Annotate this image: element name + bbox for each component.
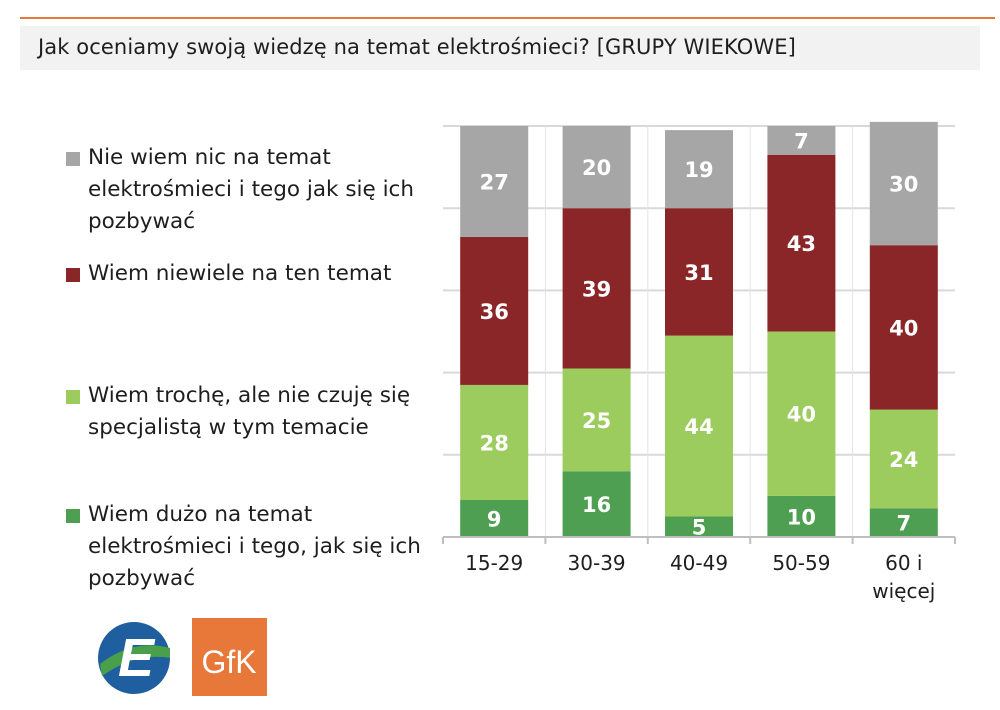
bar-segment [460, 384, 529, 501]
top-accent-rule [20, 17, 995, 19]
data-label: 9 [487, 508, 502, 532]
legend-label: Wiem dużo na temat elektrośmieci i tego,… [88, 502, 421, 591]
bar-segment [869, 121, 938, 246]
data-label: 40 [889, 316, 918, 340]
x-tick-label: 50-59 [772, 551, 830, 575]
bar-segment [460, 236, 529, 385]
data-label: 40 [787, 403, 816, 427]
e-logo-icon: E [98, 622, 170, 694]
bar-segment [767, 495, 836, 537]
bar-segment [562, 471, 631, 537]
x-tick-label: 60 i [885, 551, 922, 575]
bar-segment [665, 130, 733, 209]
data-label: 39 [582, 277, 611, 301]
data-label: 20 [582, 156, 611, 180]
data-label: 16 [582, 493, 611, 517]
title-band: Jak oceniamy swoją wiedzę na temat elekt… [20, 26, 980, 70]
data-label: 44 [684, 415, 713, 439]
data-label: 24 [889, 448, 918, 472]
legend-label: Nie wiem nic na temat elektrośmieci i te… [88, 145, 414, 234]
bar-segment [767, 154, 836, 332]
bar-segment [869, 508, 938, 537]
data-label: 10 [787, 505, 816, 529]
legend-swatch [66, 509, 80, 523]
bar-segment [869, 409, 938, 509]
bar-segment [665, 208, 733, 336]
bar-segment [562, 126, 631, 209]
x-tick-label: 40-49 [670, 551, 728, 575]
x-tick-label: więcej [872, 579, 935, 603]
legend-swatch [66, 268, 80, 282]
bar-segment [869, 245, 938, 410]
data-label: 7 [794, 129, 809, 153]
data-label: 28 [480, 431, 509, 455]
legend-swatch [66, 390, 80, 404]
data-label: 27 [480, 170, 509, 194]
legend-swatch [66, 152, 80, 166]
bar-segment [460, 500, 529, 537]
data-label: 19 [684, 158, 713, 182]
data-label: 43 [787, 232, 816, 256]
gfk-logo-text: GfK [201, 644, 256, 680]
gfk-logo-icon: GfK [201, 644, 256, 680]
data-label: 7 [896, 512, 911, 536]
legend-label: Wiem trochę, ale nie czuję się specjalis… [88, 383, 411, 440]
data-label: 36 [480, 300, 509, 324]
data-label: 31 [684, 261, 713, 285]
legend-label: Wiem niewiele na ten temat [88, 261, 392, 286]
bar-segment [767, 331, 836, 496]
x-tick-label: 15-29 [465, 551, 523, 575]
bar-segment [767, 126, 836, 155]
bar-segment [665, 516, 733, 537]
data-label: 30 [889, 173, 918, 197]
bar-segment [562, 368, 631, 472]
data-label: 5 [692, 516, 707, 540]
chart-title: Jak oceniamy swoją wiedzę na temat elekt… [38, 35, 796, 59]
bar-segment [460, 126, 529, 237]
gfk-logo: GfK [192, 618, 267, 696]
bar-segment [665, 335, 733, 517]
data-label: 25 [582, 409, 611, 433]
x-tick-label: 30-39 [568, 551, 626, 575]
bar-segment [562, 208, 631, 369]
e-logo-letter: E [118, 628, 156, 688]
